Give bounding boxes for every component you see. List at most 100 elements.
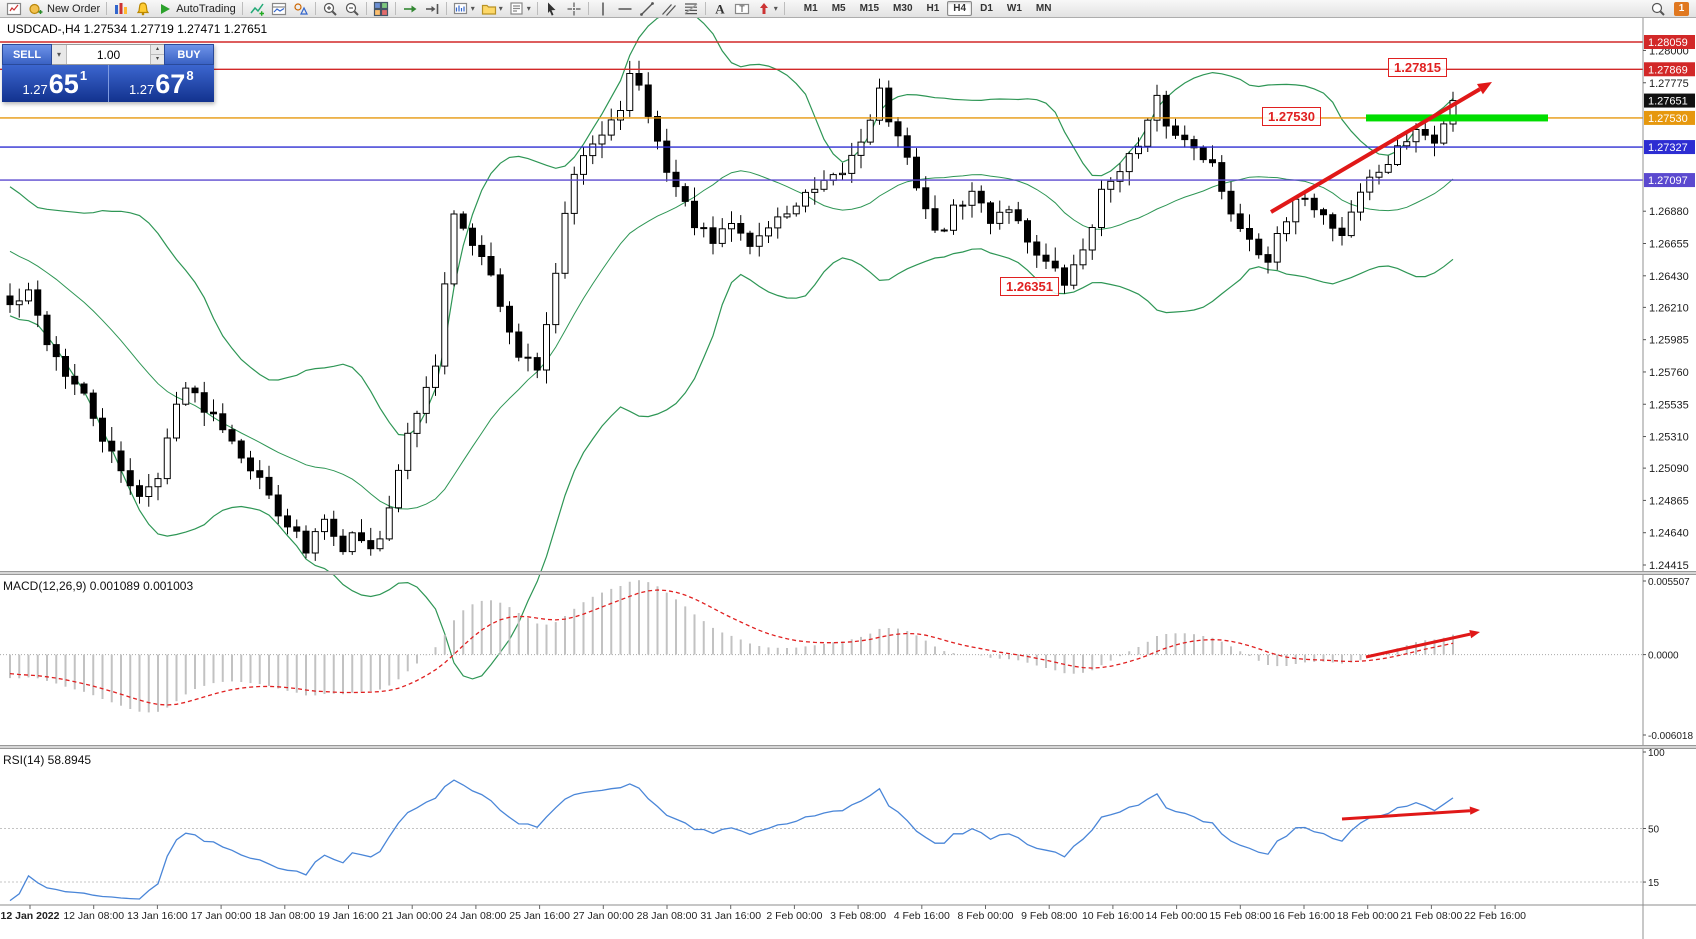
- time-axis-label: 4 Feb 16:00: [894, 910, 950, 922]
- buy-price[interactable]: 1.27 67 8: [108, 65, 214, 102]
- text-icon: A: [712, 1, 728, 17]
- panel-splitter-rsi[interactable]: [0, 745, 1696, 749]
- timeframe-w1-button[interactable]: W1: [1006, 3, 1022, 14]
- layouts-icon: [113, 1, 129, 17]
- rsi-scale-label: 15: [1648, 878, 1660, 889]
- equidistant-channel-tool-button[interactable]: [658, 0, 680, 17]
- rsi-label: RSI(14) 58.8945: [3, 753, 92, 767]
- notification-badge[interactable]: 1: [1674, 1, 1689, 16]
- time-axis-label: 12 Jan 08:00: [63, 910, 124, 922]
- zoom-out-icon: [344, 1, 360, 17]
- bollinger-upper-band[interactable]: [9, 18, 1454, 437]
- chart-shift-button[interactable]: [421, 0, 443, 17]
- toolbar-right-group: 1: [1647, 0, 1689, 17]
- timeframe-m5-button[interactable]: M5: [831, 3, 846, 14]
- price-annotation[interactable]: 1.27815: [1388, 58, 1447, 77]
- zoom-in-button[interactable]: [319, 0, 341, 17]
- vertical-line-tool-button[interactable]: [592, 0, 614, 17]
- chart-profiles-button[interactable]: [110, 0, 132, 17]
- panel-splitter-macd[interactable]: [0, 571, 1696, 575]
- toolbar-separator: [536, 2, 538, 15]
- time-axis-label: 27 Jan 00:00: [573, 910, 634, 922]
- price-badge: [1644, 93, 1695, 108]
- indicator-windows-button[interactable]: [268, 0, 290, 17]
- fibonacci-tool-button[interactable]: [680, 0, 702, 17]
- timeframe-m30-button[interactable]: M30: [893, 3, 913, 14]
- tile-windows-button[interactable]: [370, 0, 392, 17]
- volume-down-icon[interactable]: ▾: [151, 55, 164, 64]
- volume-input[interactable]: [67, 45, 150, 64]
- price-annotation[interactable]: 1.27530: [1262, 107, 1321, 126]
- trendline-icon: [639, 1, 655, 17]
- bollinger-middle-band[interactable]: [9, 170, 1454, 510]
- toolbar-separator: [394, 2, 396, 15]
- timeframe-m1-button[interactable]: M1: [803, 3, 818, 14]
- sell-price[interactable]: 1.27 65 1: [2, 65, 109, 102]
- time-axis-label: 3 Feb 08:00: [830, 910, 886, 922]
- timeframe-h1-button[interactable]: H1: [926, 3, 940, 14]
- fibonacci-icon: [683, 1, 699, 17]
- chart-canvas[interactable]: 1.280001.277751.268801.266551.264301.262…: [0, 18, 1696, 939]
- trendline-tool-button[interactable]: [636, 0, 658, 17]
- time-axis-label: 25 Jan 16:00: [509, 910, 570, 922]
- arrows-tool-button[interactable]: ▾: [753, 0, 781, 17]
- toolbar-separator: [106, 2, 108, 15]
- sell-button[interactable]: SELL: [2, 44, 52, 65]
- cursor-tool-button[interactable]: [541, 0, 563, 17]
- horizontal-line-tool-button[interactable]: [614, 0, 636, 17]
- price-annotation[interactable]: 1.26351: [1000, 277, 1059, 296]
- alerts-button[interactable]: [132, 0, 154, 17]
- autotrading-button[interactable]: AutoTrading: [154, 0, 239, 17]
- new-chart-button[interactable]: ▾: [450, 0, 478, 17]
- price-badge-label: 1.27651: [1648, 96, 1688, 108]
- trend-arrow-rsi[interactable]: [1341, 809, 1471, 821]
- volume-up-icon[interactable]: ▴: [151, 45, 164, 55]
- search-button[interactable]: [1647, 0, 1669, 17]
- support-segment[interactable]: [1366, 114, 1548, 122]
- chart-shift-icon: [424, 1, 440, 17]
- volume-stepper[interactable]: ▴ ▾: [150, 45, 164, 64]
- timeframe-h4-button[interactable]: H4: [947, 1, 973, 16]
- zoom-out-button[interactable]: [341, 0, 363, 17]
- chart-window-button[interactable]: [3, 0, 25, 17]
- toolbar-separator: [365, 2, 367, 15]
- time-axis-label: 15 Feb 08:00: [1209, 910, 1271, 922]
- buy-button[interactable]: BUY: [164, 44, 214, 65]
- search-icon: [1650, 1, 1666, 17]
- autotrading-play-icon: [157, 1, 173, 17]
- profiles-button[interactable]: ▾: [478, 0, 506, 17]
- time-axis-label: 13 Jan 16:00: [127, 910, 188, 922]
- price-tick-label: 1.26655: [1649, 239, 1689, 251]
- rsi-scale-label: 50: [1648, 825, 1660, 836]
- macd-scale-label: 0.005507: [1648, 577, 1690, 588]
- time-axis-label: 24 Jan 08:00: [446, 910, 507, 922]
- autotrading-button-label: AutoTrading: [176, 2, 236, 15]
- text-label-tool-button[interactable]: T: [731, 0, 753, 17]
- trend-arrow-main[interactable]: [1269, 87, 1481, 214]
- toolbar-separator: [704, 2, 706, 15]
- time-axis-label: 19 Jan 16:00: [318, 910, 379, 922]
- timeframe-d1-button[interactable]: D1: [980, 3, 993, 14]
- rsi-line: [9, 779, 1454, 902]
- macd-signal-line: [9, 589, 1454, 706]
- volume-dropdown-caret-icon[interactable]: ▾: [52, 45, 67, 64]
- text-tool-button[interactable]: A: [709, 0, 731, 17]
- templates-button[interactable]: ▾: [506, 0, 534, 17]
- price-badge: [1644, 35, 1695, 49]
- objects-button[interactable]: [290, 0, 312, 17]
- price-badge: [1644, 140, 1695, 155]
- bollinger-lower-band[interactable]: [9, 248, 1454, 680]
- timeframe-mn-button[interactable]: MN: [1035, 3, 1052, 14]
- time-axis-label: 28 Jan 08:00: [637, 910, 698, 922]
- indicators-button[interactable]: [246, 0, 268, 17]
- price-tick-label: 1.26210: [1649, 302, 1689, 314]
- auto-scroll-button[interactable]: [399, 0, 421, 17]
- crosshair-tool-button[interactable]: [563, 0, 585, 17]
- trend-arrow-head: [1477, 82, 1492, 95]
- dropdown-caret-icon: ▾: [526, 4, 531, 13]
- timeframe-m15-button[interactable]: M15: [859, 3, 880, 14]
- price-tick-label: 1.25985: [1649, 335, 1689, 347]
- trend-arrow-macd[interactable]: [1365, 632, 1471, 659]
- macd-label: MACD(12,26,9) 0.001089 0.001003: [3, 579, 194, 593]
- new-order-button[interactable]: New Order: [25, 0, 103, 17]
